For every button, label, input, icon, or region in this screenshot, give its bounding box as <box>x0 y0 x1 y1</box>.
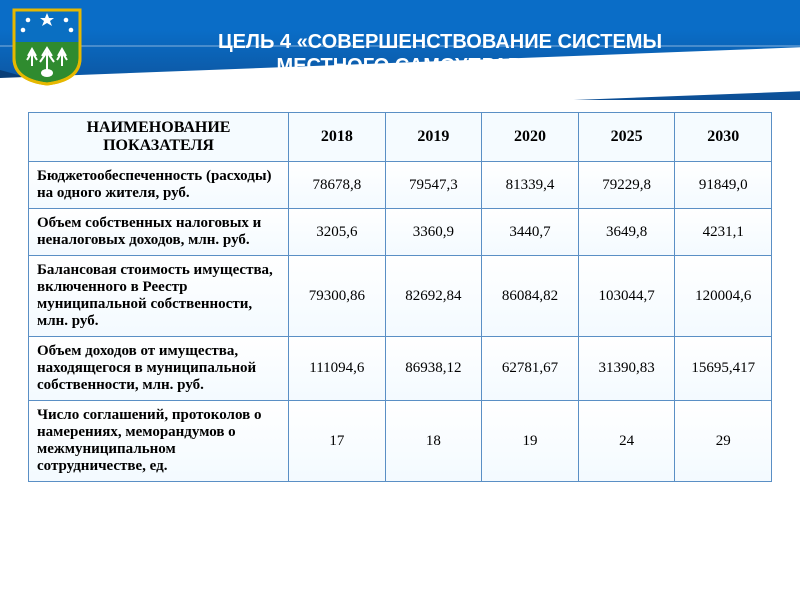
col-header-name: НАИМЕНОВАНИЕ ПОКАЗАТЕЛЯ <box>29 113 289 162</box>
title-line-2: МЕСТНОГО САМОУПРАВЛЕНИЯ» <box>277 55 604 77</box>
row-value: 103044,7 <box>578 256 675 337</box>
row-value: 3205,6 <box>289 209 386 256</box>
row-label: Бюджетообеспеченность (расходы) на одног… <box>29 162 289 209</box>
row-value: 78678,8 <box>289 162 386 209</box>
row-value: 17 <box>289 401 386 482</box>
municipal-crest-icon <box>12 8 82 86</box>
title-line-1: ЦЕЛЬ 4 «СОВЕРШЕНСТВОВАНИЕ СИСТЕМЫ <box>218 31 662 53</box>
row-value: 111094,6 <box>289 337 386 401</box>
table-row: Число соглашений, протоколов о намерения… <box>29 401 772 482</box>
row-value: 3649,8 <box>578 209 675 256</box>
row-value: 79547,3 <box>385 162 482 209</box>
row-value: 29 <box>675 401 772 482</box>
row-label: Объем доходов от имущества, находящегося… <box>29 337 289 401</box>
table-header: НАИМЕНОВАНИЕ ПОКАЗАТЕЛЯ 2018 2019 2020 2… <box>29 113 772 162</box>
col-header-2025: 2025 <box>578 113 675 162</box>
table-body: Бюджетообеспеченность (расходы) на одног… <box>29 162 772 482</box>
row-value: 3440,7 <box>482 209 579 256</box>
row-value: 79229,8 <box>578 162 675 209</box>
row-value: 24 <box>578 401 675 482</box>
indicators-table: НАИМЕНОВАНИЕ ПОКАЗАТЕЛЯ 2018 2019 2020 2… <box>28 112 772 482</box>
table-row: Объем доходов от имущества, находящегося… <box>29 337 772 401</box>
row-value: 15695,417 <box>675 337 772 401</box>
row-value: 82692,84 <box>385 256 482 337</box>
row-value: 18 <box>385 401 482 482</box>
table-row: Бюджетообеспеченность (расходы) на одног… <box>29 162 772 209</box>
row-value: 62781,67 <box>482 337 579 401</box>
row-value: 79300,86 <box>289 256 386 337</box>
row-label: Число соглашений, протоколов о намерения… <box>29 401 289 482</box>
row-value: 86938,12 <box>385 337 482 401</box>
indicators-table-container: НАИМЕНОВАНИЕ ПОКАЗАТЕЛЯ 2018 2019 2020 2… <box>28 112 772 482</box>
header-band: ЦЕЛЬ 4 «СОВЕРШЕНСТВОВАНИЕ СИСТЕМЫ МЕСТНО… <box>0 0 800 100</box>
row-value: 4231,1 <box>675 209 772 256</box>
row-value: 86084,82 <box>482 256 579 337</box>
table-row: Балансовая стоимость имущества, включенн… <box>29 256 772 337</box>
col-header-2020: 2020 <box>482 113 579 162</box>
row-value: 91849,0 <box>675 162 772 209</box>
row-value: 31390,83 <box>578 337 675 401</box>
row-value: 120004,6 <box>675 256 772 337</box>
row-value: 19 <box>482 401 579 482</box>
col-header-2018: 2018 <box>289 113 386 162</box>
col-header-2030: 2030 <box>675 113 772 162</box>
table-row: Объем собственных налоговых и неналоговы… <box>29 209 772 256</box>
row-value: 81339,4 <box>482 162 579 209</box>
row-label: Балансовая стоимость имущества, включенн… <box>29 256 289 337</box>
row-value: 3360,9 <box>385 209 482 256</box>
page-title: ЦЕЛЬ 4 «СОВЕРШЕНСТВОВАНИЕ СИСТЕМЫ МЕСТНО… <box>120 30 760 78</box>
row-label: Объем собственных налоговых и неналоговы… <box>29 209 289 256</box>
col-header-2019: 2019 <box>385 113 482 162</box>
